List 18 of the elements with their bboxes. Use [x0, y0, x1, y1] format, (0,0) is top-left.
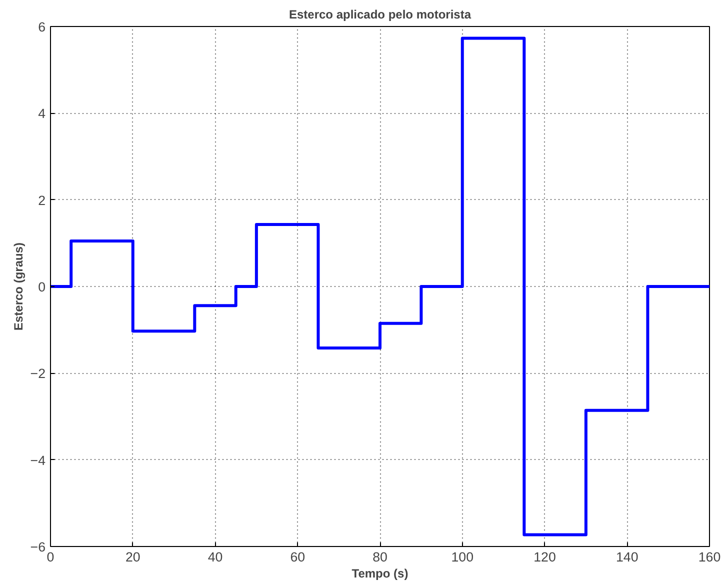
y-tick-label: −6: [30, 540, 46, 554]
y-tick-label: −2: [30, 366, 46, 382]
y-tick-label: 2: [38, 192, 46, 208]
x-tick-label: 80: [372, 550, 388, 564]
x-tick-label: 40: [208, 550, 223, 564]
x-axis-title: Tempo (s): [352, 566, 408, 580]
y-tick-label: −4: [30, 452, 46, 468]
chart-title: Esterco aplicado pelo motorista: [288, 8, 472, 22]
y-tick-label: 6: [38, 20, 46, 34]
y-tick-label: 0: [38, 280, 46, 294]
y-tick-label: 4: [38, 106, 46, 122]
y-axis-title: Esterco (graus): [11, 242, 26, 331]
x-tick-label: 100: [451, 550, 474, 564]
x-tick-label: 160: [698, 550, 721, 564]
x-tick-label: 20: [125, 550, 140, 564]
x-tick-label: 140: [616, 550, 638, 564]
x-tick-label: 60: [290, 550, 306, 564]
x-tick-label: 120: [534, 550, 556, 564]
